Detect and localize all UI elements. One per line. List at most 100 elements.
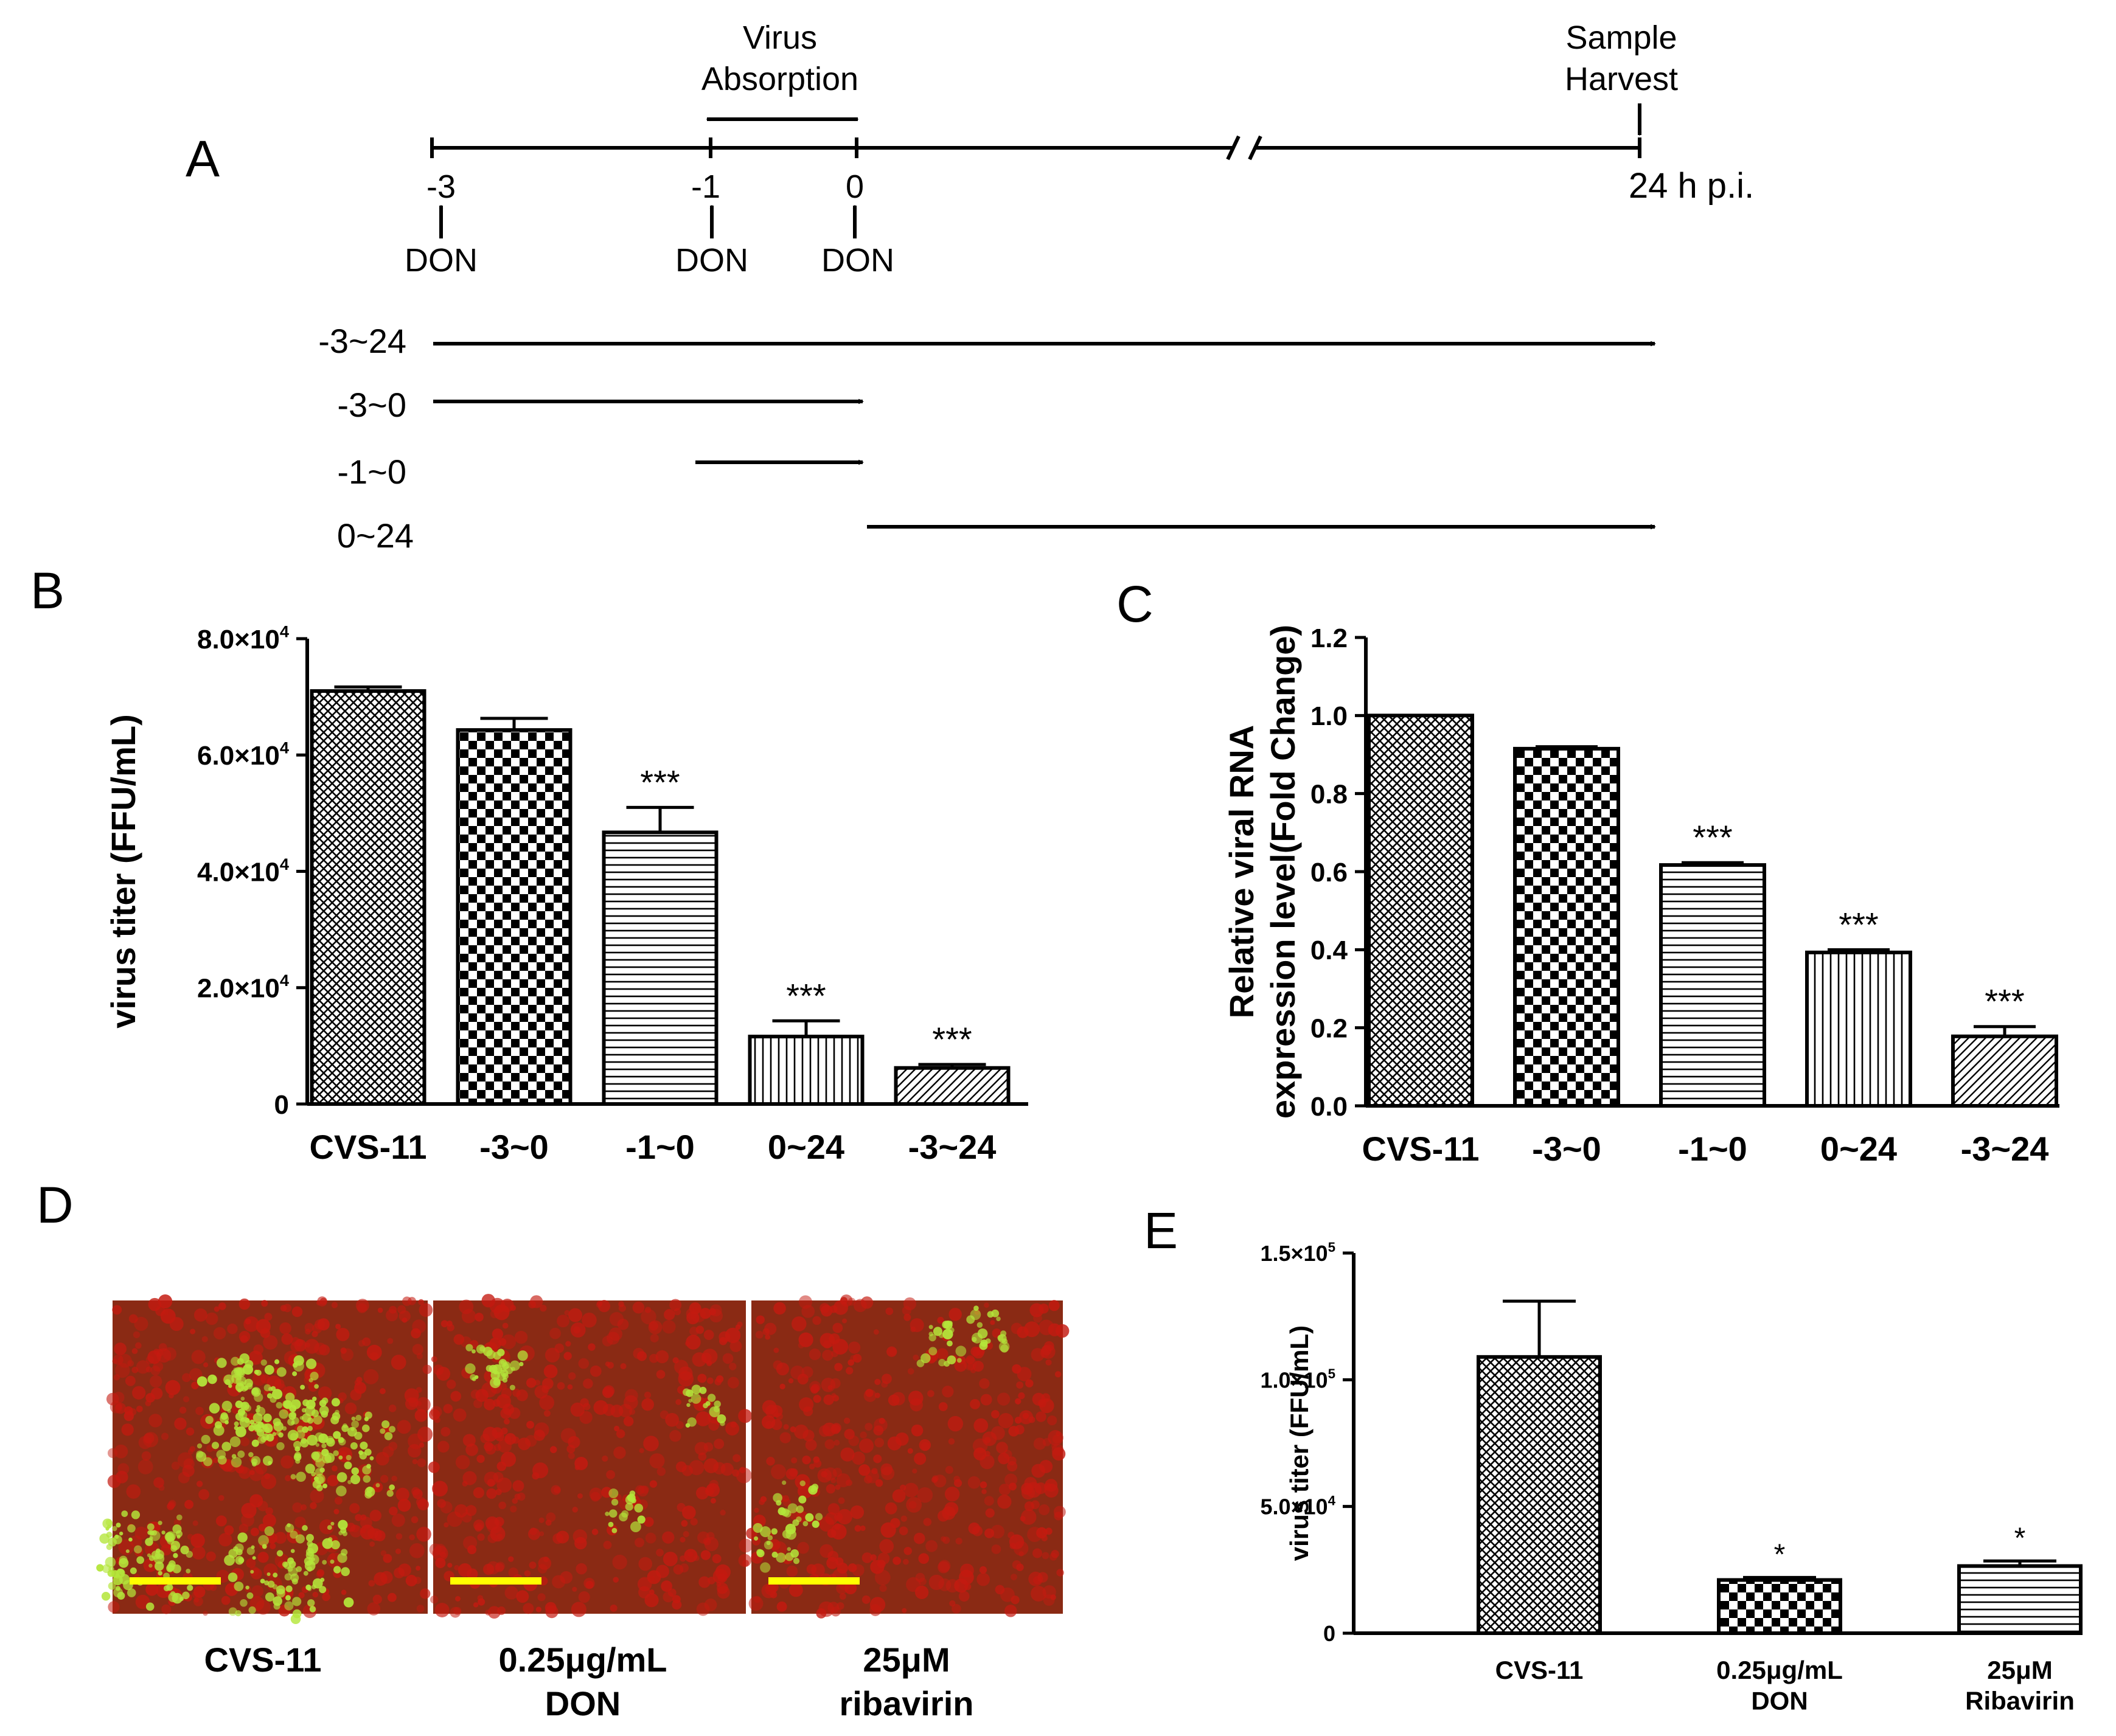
category-label: 0~24 xyxy=(768,1128,844,1166)
red-cell xyxy=(249,1494,263,1508)
red-cell xyxy=(501,1334,517,1350)
scale-bar xyxy=(130,1577,221,1585)
red-cell xyxy=(310,1502,317,1510)
red-cell xyxy=(623,1416,634,1427)
red-cell xyxy=(255,1462,268,1474)
red-cell xyxy=(397,1498,411,1512)
red-cell xyxy=(791,1457,798,1463)
red-cell xyxy=(155,1306,165,1316)
infected-cell xyxy=(319,1586,327,1594)
red-cell xyxy=(613,1577,619,1583)
red-cell xyxy=(577,1493,583,1499)
red-cell xyxy=(453,1408,467,1422)
red-cell xyxy=(879,1585,887,1592)
infected-cell xyxy=(227,1409,231,1413)
red-cell xyxy=(1020,1509,1037,1525)
infected-cell xyxy=(717,1414,726,1424)
red-cell xyxy=(821,1471,827,1477)
bar xyxy=(1659,863,1766,1108)
red-cell xyxy=(496,1461,507,1471)
red-cell xyxy=(150,1387,163,1400)
y-tick-label: 1.2 xyxy=(1310,623,1348,653)
red-cell xyxy=(579,1411,593,1424)
red-cell xyxy=(936,1348,948,1360)
red-cell xyxy=(455,1455,470,1470)
y-axis-title-line2: expression level(Fold Change) xyxy=(1264,625,1302,1119)
red-cell xyxy=(498,1439,512,1453)
red-cell xyxy=(915,1572,925,1583)
infected-cell xyxy=(362,1424,370,1432)
red-cell xyxy=(416,1397,431,1412)
red-cell xyxy=(467,1568,478,1580)
red-cell xyxy=(1040,1348,1049,1358)
red-cell xyxy=(443,1404,453,1414)
red-cell xyxy=(571,1602,586,1617)
infected-cell xyxy=(105,1557,116,1568)
infected-cell xyxy=(203,1457,212,1467)
infected-cell xyxy=(347,1426,357,1437)
red-cell xyxy=(540,1304,547,1312)
red-cell xyxy=(132,1386,146,1400)
infected-cell xyxy=(274,1359,280,1364)
red-cell xyxy=(195,1406,204,1415)
infected-cell xyxy=(154,1561,164,1571)
red-cell xyxy=(1007,1456,1017,1466)
infected-cell xyxy=(330,1415,339,1425)
infected-cell xyxy=(297,1425,304,1432)
infected-cell xyxy=(201,1434,211,1445)
red-cell xyxy=(1031,1463,1046,1478)
infected-cell xyxy=(229,1436,241,1447)
infected-cell xyxy=(285,1392,295,1403)
category-label: Ribavirin xyxy=(1965,1686,2075,1715)
red-cell xyxy=(607,1332,620,1345)
infected-cell xyxy=(771,1528,778,1535)
red-cell xyxy=(285,1474,291,1482)
red-cell xyxy=(274,1378,285,1389)
infected-cell xyxy=(240,1397,245,1401)
y-tick-mantissa: 6.0×10 xyxy=(197,741,280,771)
red-cell xyxy=(477,1595,484,1601)
bar xyxy=(1477,1355,1602,1635)
red-cell xyxy=(500,1408,512,1419)
red-cell xyxy=(572,1586,577,1592)
red-cell xyxy=(501,1428,508,1435)
red-cell xyxy=(948,1308,962,1321)
red-cell xyxy=(838,1497,845,1504)
red-cell xyxy=(705,1487,714,1496)
red-cell xyxy=(913,1532,925,1544)
red-cell xyxy=(839,1593,846,1600)
red-cell xyxy=(885,1502,897,1515)
infected-cell xyxy=(108,1566,114,1572)
red-cell xyxy=(218,1495,224,1501)
infected-cell xyxy=(290,1432,298,1441)
red-cell xyxy=(327,1474,339,1487)
infected-cell xyxy=(239,1417,251,1428)
infected-cell xyxy=(335,1409,339,1415)
red-cell xyxy=(238,1523,249,1533)
infected-cell xyxy=(364,1487,375,1498)
infected-cell xyxy=(472,1349,476,1354)
infected-cell xyxy=(350,1442,358,1450)
y-tick-mantissa: 8.0×10 xyxy=(197,625,280,654)
infected-cell xyxy=(273,1418,281,1426)
infected-cell xyxy=(264,1580,270,1586)
bar xyxy=(310,689,426,1106)
red-cell xyxy=(649,1589,655,1595)
infected-cell xyxy=(798,1495,807,1504)
red-cell xyxy=(835,1557,844,1566)
red-cell xyxy=(1033,1313,1042,1323)
red-cell xyxy=(970,1398,981,1409)
infected-cell xyxy=(265,1592,274,1602)
infected-cell xyxy=(364,1448,372,1456)
red-cell xyxy=(148,1414,162,1428)
infected-cell xyxy=(276,1442,285,1451)
infected-cell xyxy=(263,1413,272,1423)
red-cell xyxy=(380,1474,389,1483)
y-tick-label: 0 xyxy=(274,1090,289,1120)
infected-cell xyxy=(114,1534,119,1539)
infected-cell xyxy=(207,1374,217,1384)
infected-cell xyxy=(296,1429,305,1439)
infected-cell xyxy=(343,1597,354,1608)
